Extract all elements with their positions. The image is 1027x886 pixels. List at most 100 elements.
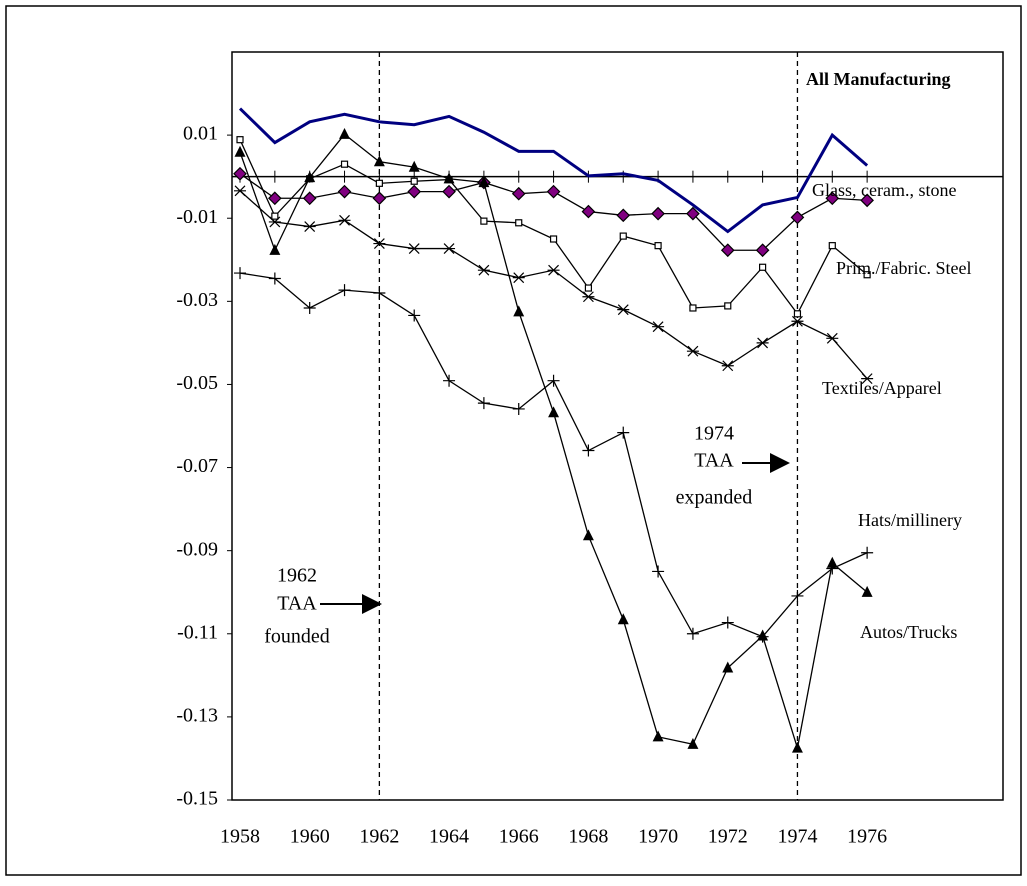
point-marker — [617, 613, 629, 625]
point-marker — [546, 184, 561, 199]
point-marker — [443, 172, 455, 184]
point-marker — [860, 193, 874, 208]
x-tick-label: 1976 — [847, 826, 887, 848]
plot-area — [231, 51, 1004, 801]
point-marker — [826, 556, 838, 568]
point-marker — [478, 176, 490, 188]
point-marker — [373, 155, 385, 167]
point-marker — [861, 585, 873, 597]
point-marker — [407, 184, 422, 199]
point-marker — [720, 243, 735, 258]
point-marker — [826, 332, 839, 344]
series-label: All Manufacturing — [806, 69, 951, 89]
y-tick-label: -0.03 — [176, 289, 218, 311]
point-marker — [443, 374, 456, 387]
point-marker — [477, 264, 490, 276]
point-marker — [582, 291, 595, 303]
series-label: Textiles/Apparel — [822, 378, 942, 398]
point-marker — [617, 304, 630, 316]
point-marker — [236, 136, 244, 144]
point-marker — [548, 406, 560, 418]
point-marker — [756, 337, 769, 349]
point-marker — [617, 426, 630, 439]
chart-border — [5, 5, 1022, 876]
point-marker — [234, 267, 247, 280]
x-tick-label: 1968 — [568, 826, 608, 848]
point-marker — [443, 243, 456, 254]
y-tick-label: -0.11 — [177, 621, 218, 643]
point-marker — [791, 315, 804, 327]
series-label: Hats/millinery — [858, 510, 962, 530]
x-tick-label: 1960 — [290, 826, 330, 848]
point-marker — [340, 160, 349, 168]
point-marker — [582, 529, 594, 541]
point-marker — [687, 737, 699, 749]
point-marker — [825, 191, 840, 206]
point-marker — [512, 272, 525, 284]
point-marker — [477, 397, 490, 410]
x-tick-label: 1974 — [777, 826, 817, 848]
point-marker — [861, 373, 874, 385]
annotation: founded — [264, 626, 330, 648]
point-marker — [302, 191, 317, 206]
point-marker — [268, 216, 281, 228]
point-marker — [268, 191, 282, 206]
point-marker — [584, 284, 593, 292]
point-marker — [759, 263, 767, 271]
point-marker — [652, 565, 665, 578]
point-marker — [375, 179, 383, 187]
point-marker — [547, 264, 560, 276]
point-marker — [512, 402, 525, 415]
point-marker — [234, 185, 247, 197]
annotation: 1962 — [277, 565, 317, 587]
point-marker — [652, 321, 665, 333]
annotation-arrowhead — [362, 594, 382, 614]
point-marker — [686, 627, 699, 640]
y-tick-label: -0.15 — [176, 788, 218, 810]
point-marker — [793, 310, 802, 318]
point-marker — [790, 210, 805, 225]
point-marker — [863, 271, 871, 279]
point-marker — [337, 184, 352, 199]
point-marker — [652, 730, 664, 742]
point-marker — [686, 345, 699, 357]
point-marker — [338, 214, 351, 226]
annotation: TAA — [277, 593, 317, 615]
point-marker — [373, 238, 386, 249]
point-marker — [651, 206, 665, 221]
point-marker — [373, 287, 386, 300]
x-tick-label: 1958 — [220, 826, 260, 848]
point-marker — [408, 309, 421, 322]
point-marker — [339, 127, 351, 139]
point-marker — [686, 206, 700, 221]
x-tick-label: 1962 — [359, 826, 399, 848]
point-marker — [268, 272, 281, 285]
point-marker — [233, 166, 247, 181]
y-tick-label: -0.07 — [176, 455, 218, 477]
x-tick-label: 1966 — [499, 826, 539, 848]
point-marker — [828, 242, 836, 250]
point-marker — [689, 304, 697, 312]
x-tick-label: 1970 — [638, 826, 678, 848]
annotation: 1974 — [694, 423, 734, 445]
point-marker — [791, 741, 803, 753]
point-marker — [547, 374, 560, 387]
point-marker — [511, 186, 526, 201]
point-marker — [581, 204, 596, 219]
point-marker — [722, 661, 734, 673]
y-tick-label: -0.05 — [176, 372, 218, 394]
point-marker — [271, 212, 279, 220]
y-tick-label: 0.01 — [183, 123, 218, 145]
point-marker — [515, 219, 523, 227]
point-marker — [410, 177, 418, 185]
point-marker — [582, 444, 595, 457]
point-marker — [303, 301, 316, 314]
annotation: expanded — [676, 487, 753, 509]
point-marker — [442, 184, 456, 199]
x-tick-label: 1964 — [429, 826, 469, 848]
annotation: TAA — [694, 450, 734, 472]
point-marker — [269, 243, 281, 255]
point-marker — [234, 145, 246, 157]
point-marker — [408, 243, 421, 254]
